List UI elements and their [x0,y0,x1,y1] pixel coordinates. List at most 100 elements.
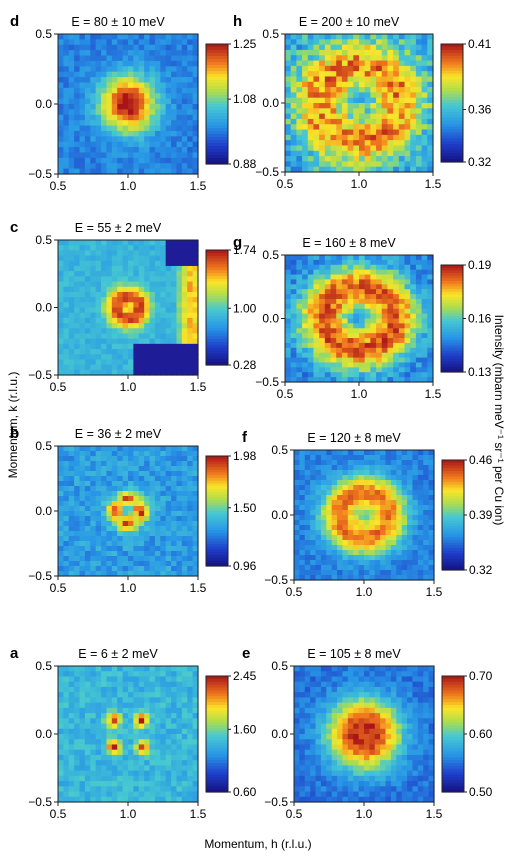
heatmap-cell [68,265,75,272]
heatmap-cell [313,362,320,368]
heatmap-cell [63,531,70,537]
heatmap-cell [427,255,434,261]
heatmap-cell [404,342,411,349]
heatmap-cell [427,156,434,162]
heatmap-cell [101,163,108,170]
heatmap-cell [393,303,400,310]
heatmap-cell [187,250,194,257]
heatmap-cell [58,302,64,309]
heatmap-cell [369,560,376,566]
heatmap-cell [101,34,108,40]
heatmap-cell [336,328,343,334]
heatmap-cell [324,34,332,40]
heatmap-cell [421,60,428,67]
heatmap-cell [90,245,97,251]
heatmap-cell [165,168,172,175]
y-tick-label: 0.5 [35,659,52,673]
heatmap-cell [285,140,292,147]
heatmap-cell [181,125,188,132]
heatmap-cell [111,147,118,154]
heatmap-cell [90,34,97,40]
heatmap-cell [187,571,194,577]
colorbar-segment [206,524,228,529]
heatmap-cell [353,34,360,40]
heatmap-cell [313,352,320,359]
heatmap-cell [290,284,297,290]
heatmap-cell [337,560,344,566]
heatmap-cell [330,103,337,109]
heatmap-cell [427,367,434,373]
heatmap-cell [117,451,124,457]
heatmap-cell [187,104,194,110]
colorbar-segment [206,252,228,257]
heatmap-cell [176,481,183,487]
colorbar-segment [441,153,463,157]
heatmap-cell [374,475,381,481]
colorbar-segment [206,511,228,515]
heatmap-cell [192,692,199,698]
heatmap-cell [128,250,134,257]
heatmap-cell [353,530,360,536]
heatmap-cell [111,471,118,477]
heatmap-cell [319,145,326,152]
heatmap-cell [324,323,332,329]
heatmap-cell [359,113,366,120]
heatmap-cell [128,307,134,314]
heatmap-cell [144,114,151,121]
heatmap-cell [58,328,64,335]
heatmap-cell [370,145,377,152]
heatmap-cell [176,531,183,537]
heatmap-cell [381,124,389,131]
heatmap-cell [122,307,129,314]
heatmap-cell [101,359,108,366]
heatmap-cell [396,470,403,476]
heatmap-cell [106,491,113,497]
heatmap-cell [165,39,172,46]
heatmap-cell [181,354,188,361]
heatmap-cell [128,136,134,143]
heatmap-cell [410,372,417,378]
heatmap-cell [122,551,129,557]
heatmap-cell [58,82,64,89]
heatmap-cell [353,342,360,349]
heatmap-cell [149,250,156,257]
heatmap-cell [58,141,64,148]
heatmap-cell [106,265,113,272]
heatmap-cell [144,281,151,288]
heatmap-cell [111,765,118,772]
heatmap-cell [353,60,360,67]
heatmap-cell [187,692,194,698]
heatmap-cell [176,486,183,492]
heatmap-cell [310,565,317,571]
heatmap-cell [106,770,113,777]
heatmap-cell [149,501,156,507]
heatmap-cell [313,342,320,349]
heatmap-cell [90,556,97,562]
heatmap-cell [347,560,354,566]
heatmap-cell [122,349,129,355]
heatmap-cell [95,723,102,730]
heatmap-cell [133,323,140,329]
heatmap-cell [407,505,414,511]
heatmap-cell [347,450,354,456]
heatmap-cell [171,481,178,487]
heatmap-cell [410,338,417,344]
heatmap-cell [341,294,349,300]
heatmap-cell [68,39,75,46]
heatmap-cell [84,451,91,457]
heatmap-cell [138,671,145,678]
heatmap-cell [369,565,376,571]
heatmap-cell [101,130,108,137]
heatmap-cell [128,739,134,746]
heatmap-cell [187,496,194,502]
heatmap-cell [84,71,91,78]
heatmap-cell [138,713,145,719]
heatmap-cell [122,141,129,148]
heatmap-cell [181,516,188,522]
heatmap-cell [149,511,156,517]
heatmap-cell [171,536,178,542]
heatmap-cell [176,328,183,335]
heatmap-cell [95,302,102,309]
heatmap-cell [192,521,199,527]
heatmap-cell [74,791,81,798]
